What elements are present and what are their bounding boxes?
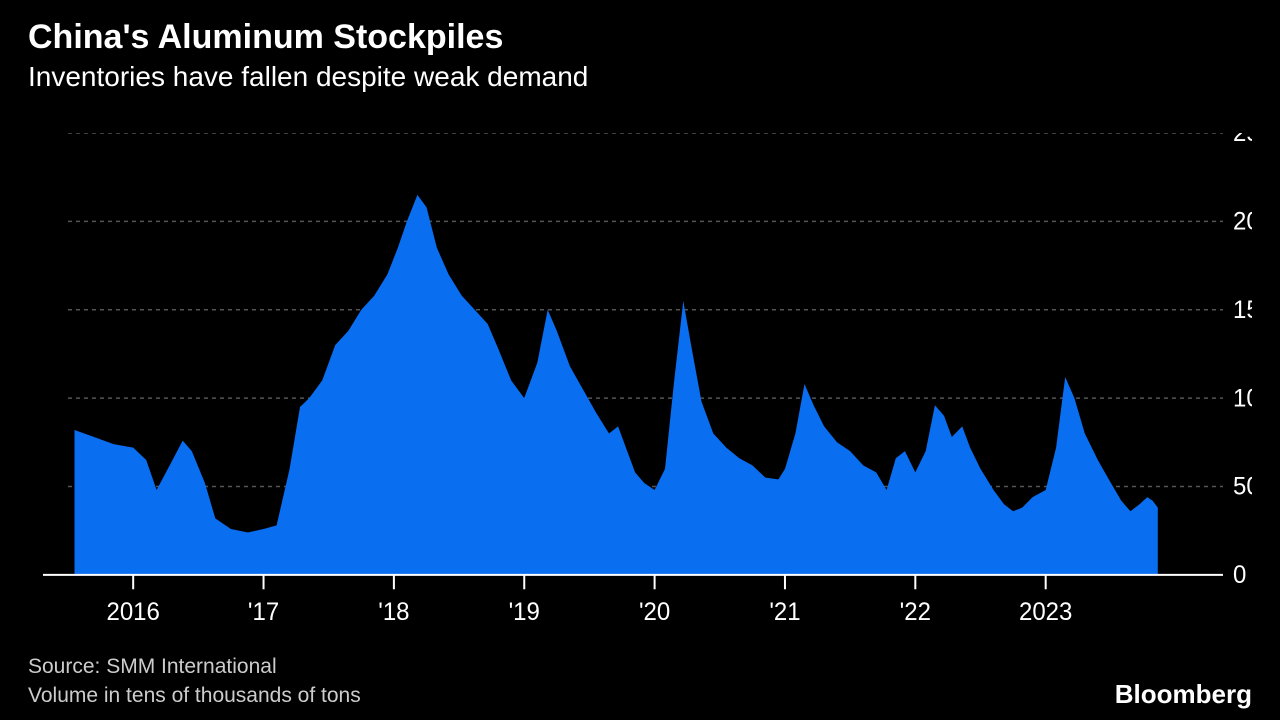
svg-text:'21: '21 (769, 599, 800, 626)
chart-plot-area: 0 50 100 150 200 250tons 2016 '17 '18 '19 '20 '21 '2… (28, 133, 1252, 647)
chart-container: China's Aluminum Stockpiles Inventories … (0, 0, 1280, 720)
svg-text:150: 150 (1233, 297, 1252, 324)
chart-title: China's Aluminum Stockpiles (28, 18, 1252, 57)
svg-text:100: 100 (1233, 386, 1252, 413)
svg-text:250tons: 250tons (1233, 133, 1252, 147)
chart-footer: Source: SMM International Volume in tens… (28, 653, 1252, 710)
note-line: Volume in tens of thousands of tons (28, 682, 361, 710)
svg-text:'17: '17 (248, 599, 279, 626)
svg-text:50: 50 (1233, 474, 1252, 501)
svg-text:2016: 2016 (106, 599, 159, 626)
footer-attribution: Source: SMM International Volume in tens… (28, 653, 361, 710)
svg-text:'19: '19 (509, 599, 540, 626)
source-line: Source: SMM International (28, 653, 361, 681)
svg-text:'18: '18 (378, 599, 409, 626)
chart-header: China's Aluminum Stockpiles Inventories … (28, 18, 1252, 95)
svg-text:2023: 2023 (1019, 599, 1072, 626)
area-chart-svg: 0 50 100 150 200 250tons 2016 '17 '18 '19 '20 '21 '2… (28, 133, 1252, 647)
svg-text:0: 0 (1233, 562, 1246, 589)
chart-subtitle: Inventories have fallen despite weak dem… (28, 59, 1252, 95)
svg-text:200: 200 (1233, 209, 1252, 236)
svg-text:'20: '20 (639, 599, 670, 626)
brand-label: Bloomberg (1115, 679, 1252, 710)
svg-text:'22: '22 (900, 599, 931, 626)
